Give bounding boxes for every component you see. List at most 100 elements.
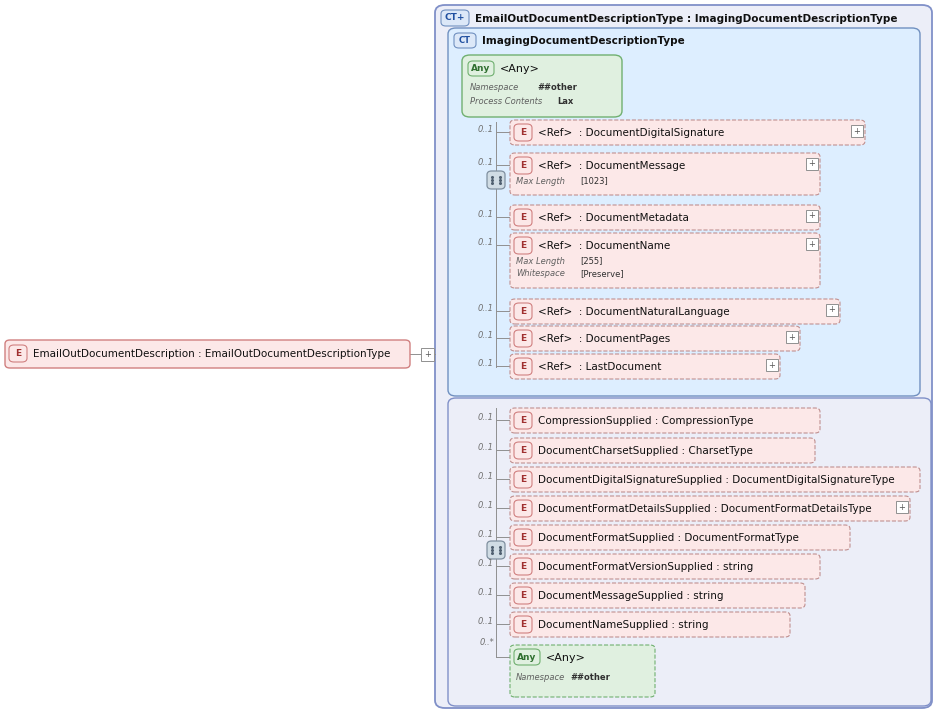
FancyBboxPatch shape: [510, 467, 920, 492]
FancyBboxPatch shape: [448, 398, 931, 706]
Text: 0..1: 0..1: [478, 359, 494, 368]
FancyBboxPatch shape: [514, 237, 532, 254]
Text: +: +: [853, 126, 860, 136]
Text: +: +: [424, 350, 431, 359]
Text: +: +: [789, 332, 795, 342]
Text: E: E: [520, 416, 526, 425]
FancyBboxPatch shape: [454, 33, 476, 48]
FancyBboxPatch shape: [441, 10, 469, 26]
FancyBboxPatch shape: [487, 171, 505, 189]
Text: <Ref>  : DocumentMessage: <Ref> : DocumentMessage: [538, 161, 685, 171]
FancyBboxPatch shape: [514, 412, 532, 429]
Bar: [806, 210, 818, 222]
Text: +: +: [808, 212, 816, 220]
Text: 0..1: 0..1: [478, 331, 494, 340]
Text: Whitespace: Whitespace: [516, 269, 565, 279]
Text: Max Length: Max Length: [516, 256, 565, 266]
FancyBboxPatch shape: [514, 587, 532, 604]
Text: <Ref>  : DocumentMetadata: <Ref> : DocumentMetadata: [538, 213, 689, 223]
Text: ImagingDocumentDescriptionType: ImagingDocumentDescriptionType: [482, 36, 685, 46]
FancyBboxPatch shape: [510, 326, 800, 351]
FancyBboxPatch shape: [510, 438, 815, 463]
Text: +: +: [808, 240, 816, 248]
Text: +: +: [899, 503, 905, 511]
Text: 0..1: 0..1: [478, 588, 494, 597]
Text: DocumentFormatDetailsSupplied : DocumentFormatDetailsType: DocumentFormatDetailsSupplied : Document…: [538, 504, 871, 514]
FancyBboxPatch shape: [462, 55, 622, 117]
Text: Namespace: Namespace: [516, 673, 566, 681]
Text: 0..1: 0..1: [478, 413, 494, 422]
FancyBboxPatch shape: [487, 541, 505, 559]
FancyBboxPatch shape: [435, 5, 932, 708]
Text: 0..1: 0..1: [478, 238, 494, 247]
Text: ##other: ##other: [570, 673, 610, 681]
Bar: [896, 501, 908, 513]
Text: E: E: [520, 161, 526, 170]
Text: 0..1: 0..1: [478, 304, 494, 313]
Text: DocumentNameSupplied : string: DocumentNameSupplied : string: [538, 620, 709, 630]
Text: [Preserve]: [Preserve]: [580, 269, 624, 279]
FancyBboxPatch shape: [510, 233, 820, 288]
Text: DocumentFormatSupplied : DocumentFormatType: DocumentFormatSupplied : DocumentFormatT…: [538, 533, 799, 543]
Text: E: E: [520, 334, 526, 343]
Text: <Any>: <Any>: [500, 64, 540, 74]
Bar: [421, 348, 434, 361]
FancyBboxPatch shape: [510, 354, 780, 379]
Text: <Ref>  : DocumentPages: <Ref> : DocumentPages: [538, 334, 670, 344]
FancyBboxPatch shape: [448, 28, 920, 396]
FancyBboxPatch shape: [468, 61, 494, 76]
FancyBboxPatch shape: [514, 500, 532, 517]
FancyBboxPatch shape: [514, 124, 532, 141]
Text: EmailOutDocumentDescriptionType : ImagingDocumentDescriptionType: EmailOutDocumentDescriptionType : Imagin…: [475, 14, 898, 24]
Text: 0..1: 0..1: [478, 443, 494, 452]
FancyBboxPatch shape: [514, 157, 532, 174]
FancyBboxPatch shape: [510, 496, 910, 521]
Text: 0..1: 0..1: [478, 530, 494, 539]
FancyBboxPatch shape: [514, 616, 532, 633]
Text: <Any>: <Any>: [546, 653, 586, 663]
FancyBboxPatch shape: [514, 330, 532, 347]
Bar: [826, 304, 838, 316]
Text: E: E: [520, 504, 526, 513]
Bar: [786, 331, 798, 343]
Text: E: E: [520, 562, 526, 571]
Text: Max Length: Max Length: [516, 177, 565, 185]
Text: 0..*: 0..*: [479, 638, 494, 647]
Text: E: E: [520, 475, 526, 484]
FancyBboxPatch shape: [510, 583, 805, 608]
Text: E: E: [520, 362, 526, 371]
Text: <Ref>  : LastDocument: <Ref> : LastDocument: [538, 362, 662, 372]
Text: ##other: ##other: [537, 83, 577, 91]
Text: 0..1: 0..1: [478, 617, 494, 626]
Text: 0..1: 0..1: [478, 472, 494, 481]
Text: Any: Any: [518, 653, 536, 661]
FancyBboxPatch shape: [514, 649, 540, 665]
Text: <Ref>  : DocumentName: <Ref> : DocumentName: [538, 241, 670, 251]
FancyBboxPatch shape: [510, 120, 865, 145]
Text: 0..1: 0..1: [478, 559, 494, 568]
Text: E: E: [15, 349, 21, 358]
Text: E: E: [520, 307, 526, 316]
Text: Any: Any: [471, 64, 490, 73]
FancyBboxPatch shape: [510, 153, 820, 195]
Text: CT: CT: [459, 36, 471, 45]
Bar: [806, 238, 818, 250]
FancyBboxPatch shape: [510, 299, 840, 324]
FancyBboxPatch shape: [514, 209, 532, 226]
Text: DocumentDigitalSignatureSupplied : DocumentDigitalSignatureType: DocumentDigitalSignatureSupplied : Docum…: [538, 475, 895, 485]
Text: E: E: [520, 241, 526, 250]
Text: +: +: [769, 360, 775, 370]
Text: 0..1: 0..1: [478, 125, 494, 134]
Text: Process Contents: Process Contents: [470, 96, 542, 106]
Text: E: E: [520, 446, 526, 455]
Text: CompressionSupplied : CompressionType: CompressionSupplied : CompressionType: [538, 416, 754, 426]
Text: Namespace: Namespace: [470, 83, 519, 91]
Text: 0..1: 0..1: [478, 158, 494, 167]
FancyBboxPatch shape: [510, 408, 820, 433]
FancyBboxPatch shape: [514, 529, 532, 546]
Text: E: E: [520, 591, 526, 600]
Text: DocumentFormatVersionSupplied : string: DocumentFormatVersionSupplied : string: [538, 562, 753, 572]
Text: E: E: [520, 620, 526, 629]
Text: +: +: [829, 305, 836, 314]
Text: DocumentMessageSupplied : string: DocumentMessageSupplied : string: [538, 591, 724, 601]
